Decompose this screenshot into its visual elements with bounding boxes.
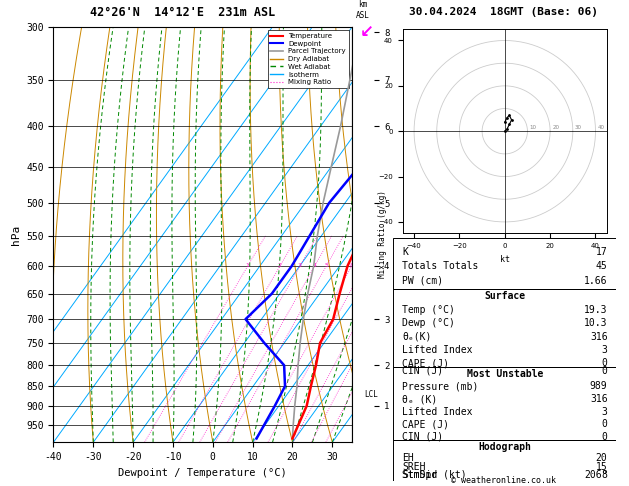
Bar bbox=[393, 367, 616, 440]
Text: CAPE (J): CAPE (J) bbox=[402, 358, 449, 368]
Text: 206°: 206° bbox=[584, 470, 608, 480]
Text: 989: 989 bbox=[590, 382, 608, 391]
Text: 19.3: 19.3 bbox=[584, 305, 608, 315]
Text: Lifted Index: Lifted Index bbox=[402, 345, 472, 355]
Text: 0: 0 bbox=[601, 432, 608, 442]
X-axis label: Dewpoint / Temperature (°C): Dewpoint / Temperature (°C) bbox=[118, 468, 287, 478]
Text: CAPE (J): CAPE (J) bbox=[402, 419, 449, 429]
Text: 15: 15 bbox=[596, 462, 608, 471]
Text: 3: 3 bbox=[601, 345, 608, 355]
Text: 5: 5 bbox=[325, 263, 328, 268]
Text: Lifted Index: Lifted Index bbox=[402, 407, 472, 417]
Text: 0: 0 bbox=[601, 419, 608, 429]
Text: θₑ (K): θₑ (K) bbox=[402, 394, 437, 404]
Text: θₑ(K): θₑ(K) bbox=[402, 331, 431, 342]
Text: EH: EH bbox=[402, 453, 414, 463]
Text: 10.3: 10.3 bbox=[584, 318, 608, 328]
Text: StmDir: StmDir bbox=[402, 470, 437, 480]
X-axis label: kt: kt bbox=[500, 255, 509, 263]
Y-axis label: hPa: hPa bbox=[11, 225, 21, 244]
Text: ↙: ↙ bbox=[360, 22, 374, 41]
Text: 20: 20 bbox=[596, 453, 608, 463]
Text: 10: 10 bbox=[530, 125, 537, 130]
Text: 4: 4 bbox=[313, 263, 316, 268]
Text: StmSpd (kt): StmSpd (kt) bbox=[402, 470, 467, 480]
Text: 45: 45 bbox=[596, 261, 608, 271]
Text: 30.04.2024  18GMT (Base: 06): 30.04.2024 18GMT (Base: 06) bbox=[409, 7, 598, 17]
Legend: Temperature, Dewpoint, Parcel Trajectory, Dry Adiabat, Wet Adiabat, Isotherm, Mi: Temperature, Dewpoint, Parcel Trajectory… bbox=[267, 30, 348, 88]
Bar bbox=[393, 440, 616, 481]
Text: CIN (J): CIN (J) bbox=[402, 432, 443, 442]
Text: © weatheronline.co.uk: © weatheronline.co.uk bbox=[451, 475, 555, 485]
Text: Hodograph: Hodograph bbox=[478, 442, 532, 452]
Text: 316: 316 bbox=[590, 331, 608, 342]
Text: 3: 3 bbox=[298, 263, 302, 268]
Text: 20: 20 bbox=[552, 125, 559, 130]
Text: 8: 8 bbox=[601, 470, 608, 480]
Text: 2: 2 bbox=[278, 263, 282, 268]
Text: 0: 0 bbox=[601, 358, 608, 368]
Bar bbox=[393, 238, 616, 289]
Text: Temp (°C): Temp (°C) bbox=[402, 305, 455, 315]
Text: Dewp (°C): Dewp (°C) bbox=[402, 318, 455, 328]
Text: Pressure (mb): Pressure (mb) bbox=[402, 382, 479, 391]
Text: 40: 40 bbox=[598, 125, 604, 130]
Text: 8: 8 bbox=[350, 263, 353, 268]
Text: km
ASL: km ASL bbox=[356, 0, 370, 20]
Text: PW (cm): PW (cm) bbox=[402, 276, 443, 286]
Text: 1.66: 1.66 bbox=[584, 276, 608, 286]
Bar bbox=[393, 289, 616, 367]
Text: 0: 0 bbox=[601, 365, 608, 376]
Text: Totals Totals: Totals Totals bbox=[402, 261, 479, 271]
Text: Surface: Surface bbox=[484, 292, 525, 301]
Text: 316: 316 bbox=[590, 394, 608, 404]
Text: 30: 30 bbox=[575, 125, 582, 130]
Text: Mixing Ratio (g/kg): Mixing Ratio (g/kg) bbox=[377, 191, 387, 278]
Text: 3: 3 bbox=[601, 407, 608, 417]
Text: K: K bbox=[402, 246, 408, 257]
Text: SREH: SREH bbox=[402, 462, 426, 471]
Text: 1: 1 bbox=[246, 263, 250, 268]
Text: 17: 17 bbox=[596, 246, 608, 257]
Text: CIN (J): CIN (J) bbox=[402, 365, 443, 376]
Text: LCL: LCL bbox=[364, 390, 378, 399]
Text: 42°26'N  14°12'E  231m ASL: 42°26'N 14°12'E 231m ASL bbox=[90, 6, 275, 18]
Text: Most Unstable: Most Unstable bbox=[467, 369, 543, 379]
